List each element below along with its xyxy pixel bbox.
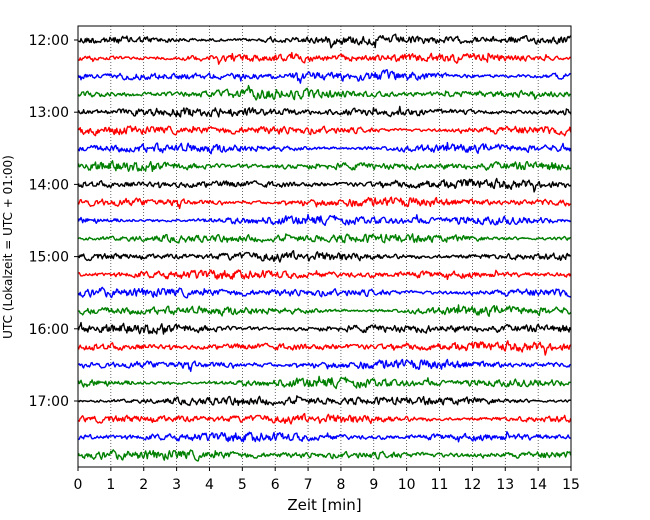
x-tick-label: 15 bbox=[562, 477, 580, 493]
seismic-trace bbox=[78, 51, 571, 65]
x-tick-label: 11 bbox=[431, 477, 449, 493]
y-axis-ticks: 12:00 13:00 14:00 15:00 16:00 17:00 bbox=[29, 33, 78, 410]
x-axis-label: Zeit [min] bbox=[287, 496, 361, 514]
x-tick-label: 9 bbox=[369, 477, 378, 493]
seismic-trace bbox=[77, 321, 572, 335]
seismic-trace bbox=[77, 340, 572, 356]
x-tick-label: 13 bbox=[496, 477, 514, 493]
seismic-trace bbox=[78, 431, 571, 443]
seismic-trace bbox=[78, 233, 571, 244]
x-tick-label: 10 bbox=[398, 477, 416, 493]
seismic-trace bbox=[77, 375, 571, 390]
y-tick-label: 13:00 bbox=[29, 105, 69, 121]
seismic-trace bbox=[78, 269, 572, 281]
y-tick-label: 15:00 bbox=[29, 250, 69, 266]
seismic-trace bbox=[77, 84, 571, 101]
seismic-trace bbox=[78, 358, 571, 373]
x-tick-label: 4 bbox=[205, 477, 214, 493]
y-tick-label: 17:00 bbox=[29, 394, 69, 410]
y-tick-label: 14:00 bbox=[29, 177, 69, 193]
seismic-trace bbox=[77, 69, 571, 84]
x-tick-label: 14 bbox=[529, 477, 547, 493]
x-axis-ticks: 0 1 2 3 4 5 6 7 8 9 10 11 12 13 14 15 bbox=[74, 467, 580, 493]
seismic-trace bbox=[77, 160, 571, 173]
seismic-trace bbox=[77, 286, 572, 299]
seismic-trace bbox=[77, 249, 571, 263]
seismic-trace bbox=[78, 395, 571, 407]
y-tick-label: 12:00 bbox=[29, 33, 69, 49]
plot-frame bbox=[77, 25, 572, 468]
seismic-trace bbox=[77, 213, 572, 227]
x-tick-label: 7 bbox=[304, 477, 313, 493]
seismic-traces bbox=[77, 33, 572, 462]
seismic-trace bbox=[78, 304, 572, 318]
seismic-trace bbox=[77, 105, 572, 118]
y-tick-label: 16:00 bbox=[29, 322, 69, 338]
x-tick-label: 8 bbox=[336, 477, 345, 493]
seismic-trace bbox=[77, 141, 572, 155]
x-tick-label: 0 bbox=[74, 477, 83, 493]
seismic-trace bbox=[77, 125, 572, 137]
seismic-trace bbox=[77, 449, 572, 462]
x-tick-label: 1 bbox=[106, 477, 115, 493]
x-tick-label: 2 bbox=[139, 477, 148, 493]
x-tick-label: 6 bbox=[271, 477, 280, 493]
x-tick-label: 5 bbox=[238, 477, 247, 493]
seismic-trace bbox=[77, 177, 572, 193]
seismic-trace bbox=[77, 196, 571, 210]
seismic-trace bbox=[78, 33, 572, 49]
x-tick-label: 3 bbox=[172, 477, 181, 493]
x-tick-label: 12 bbox=[463, 477, 481, 493]
seismic-trace bbox=[77, 412, 572, 425]
y-axis-label: UTC (Lokalzeit = UTC + 01:00) bbox=[1, 155, 15, 339]
